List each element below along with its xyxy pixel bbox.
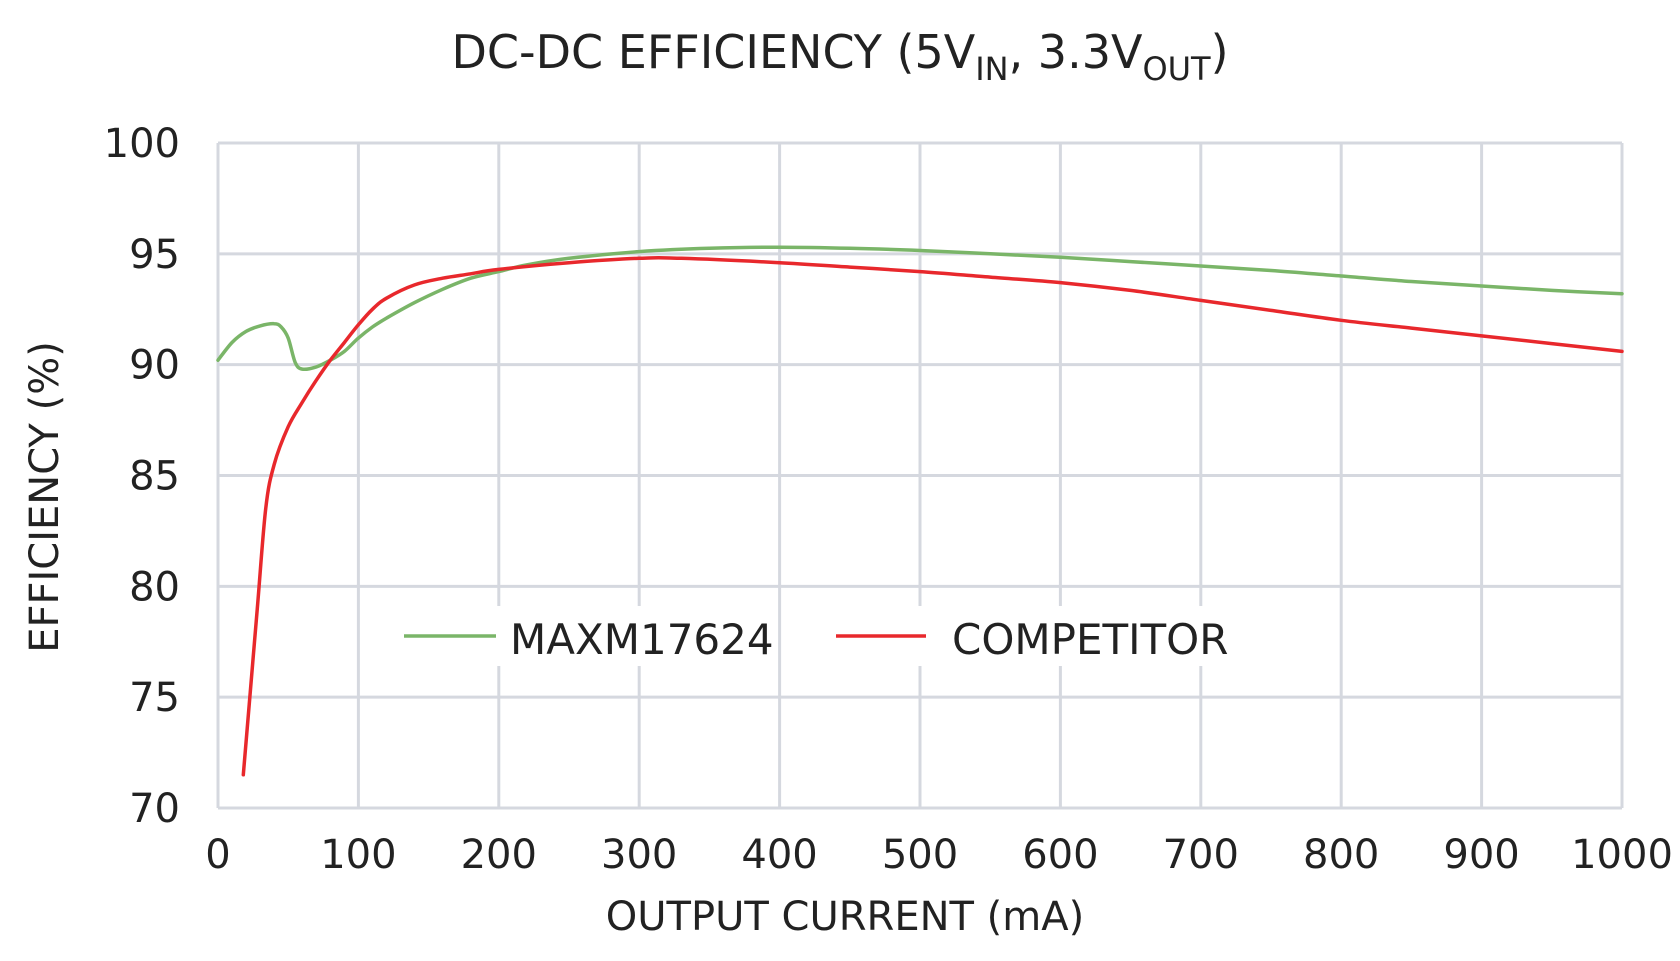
x-axis-tick-labels: 0 100 200 300 400 500 600 700 800 900 1000 [205,832,1673,878]
y-tick-label-95: 95 [129,232,180,278]
title-subscript-in: IN [975,50,1008,88]
title-subscript-out: OUT [1142,50,1211,88]
x-tick-label-600: 600 [1022,832,1098,878]
title-end: ) [1211,25,1229,79]
x-axis-label: OUTPUT CURRENT (mA) [606,894,1084,940]
x-tick-label-700: 700 [1163,832,1239,878]
legend: MAXM17624 COMPETITOR [398,606,1250,666]
grid [216,141,1624,810]
y-axis-label: EFFICIENCY (%) [22,341,68,653]
x-tick-label-0: 0 [205,832,230,878]
x-tick-label-100: 100 [320,832,396,878]
y-axis-tick-labels: 70 75 80 85 90 95 100 [104,121,180,832]
x-tick-label-200: 200 [461,832,537,878]
y-tick-label-90: 90 [129,343,180,389]
y-tick-label-85: 85 [129,454,180,500]
x-tick-label-800: 800 [1303,832,1379,878]
x-tick-label-300: 300 [601,832,677,878]
legend-label-maxm17624: MAXM17624 [510,615,774,664]
x-tick-label-500: 500 [882,832,958,878]
x-tick-label-400: 400 [741,832,817,878]
y-tick-label-75: 75 [129,675,180,721]
y-tick-label-100: 100 [104,121,180,167]
chart-title: DC-DC EFFICIENCY (5VIN, 3.3VOUT) [451,25,1228,88]
x-tick-label-1000: 1000 [1571,832,1673,878]
series-lines [216,245,1624,777]
legend-label-competitor: COMPETITOR [952,615,1228,664]
y-tick-label-70: 70 [129,786,180,832]
x-tick-label-900: 900 [1443,832,1519,878]
title-mid: , 3.3V [1009,25,1143,79]
series-line-competitor [241,255,1624,777]
y-tick-label-80: 80 [129,564,180,610]
title-main: DC-DC EFFICIENCY (5V [451,25,975,79]
